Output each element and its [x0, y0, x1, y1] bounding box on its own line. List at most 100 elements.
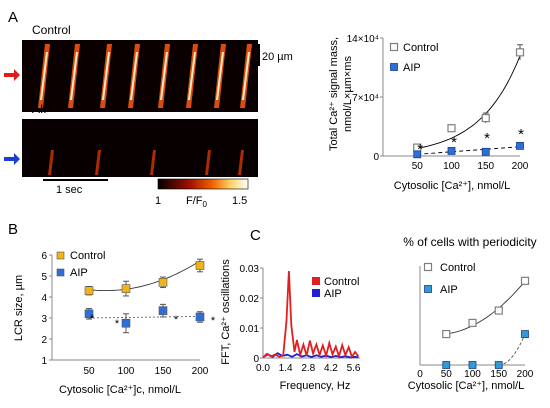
- x-axis-label: Frequency, Hz: [280, 380, 351, 392]
- x-tick-label: 0: [417, 369, 423, 380]
- y-tick-label: 0.01: [240, 324, 260, 335]
- legend-label: AIP: [324, 288, 342, 300]
- legend-marker: [390, 63, 398, 71]
- significance-star: *: [90, 313, 95, 325]
- legend-marker: [424, 285, 432, 293]
- y-tick-label: 6: [41, 251, 47, 262]
- colorbar-max: 1.5: [232, 195, 247, 207]
- trend-line: [498, 333, 526, 366]
- chart-c-left: 0 0.01 0.02 0.03 0.0 1.4 2.8 4.2 5.6 Frequency, H…: [220, 259, 361, 392]
- trend-line: [446, 280, 526, 335]
- time-scale-label: 1 sec: [56, 184, 83, 196]
- control-arrow-icon: [4, 69, 20, 81]
- legend-marker: [423, 262, 433, 272]
- x-tick-label: 100: [443, 161, 460, 172]
- series-control: [442, 276, 530, 339]
- spark-core: [216, 52, 224, 100]
- spark-streak: [48, 150, 54, 175]
- x-tick-label: 0.0: [256, 363, 270, 374]
- x-tick-label: 5.6: [347, 363, 361, 374]
- spark-core: [102, 52, 110, 100]
- x-tick-label: 200: [192, 366, 209, 377]
- data-point: [442, 361, 451, 369]
- series-line-aip: [262, 352, 359, 359]
- data-point: [158, 277, 168, 287]
- y-tick-label: 4: [41, 293, 47, 304]
- x-tick-label: 1.4: [279, 363, 293, 374]
- legend-marker: [312, 289, 320, 297]
- x-axis-label: Cytosolic [Ca²⁺]c, nmol/L: [59, 384, 181, 396]
- data-point: [494, 361, 503, 369]
- colorbar-min: 1: [155, 195, 161, 207]
- legend-marker: [389, 42, 399, 52]
- spark-streak: [205, 150, 211, 175]
- legend: Control AIP: [56, 250, 105, 279]
- x-tick-label: 50: [83, 366, 95, 377]
- chart-title: % of cells with periodicity: [403, 235, 536, 249]
- colorbar: [157, 178, 249, 190]
- legend-label: Control: [70, 250, 105, 262]
- series-control: [84, 258, 205, 297]
- data-point: [84, 309, 94, 319]
- data-point: [121, 284, 131, 293]
- data-point: [442, 329, 451, 339]
- y-tick-label: 5: [41, 272, 47, 283]
- x-tick-label: 150: [155, 366, 172, 377]
- legend-label: Control: [403, 42, 438, 54]
- data-point: [468, 361, 477, 369]
- y-axis-label-line: nmol/L×µm×ms: [342, 55, 354, 132]
- y-tick-label: 0: [373, 152, 379, 163]
- panel-label-a: A: [8, 9, 18, 26]
- y-tick-label: 3: [41, 314, 47, 325]
- data-point: [413, 150, 422, 159]
- x-tick-label: 150: [490, 369, 507, 380]
- aip-sparks: [48, 150, 244, 175]
- y-tick-label: 0: [253, 354, 259, 365]
- x-axis-label: Cytosolic [Ca²⁺], nmol/L: [408, 380, 524, 392]
- y-axis-label-line: Total Ca²⁺ signal mass,: [328, 37, 340, 151]
- spark-streak: [238, 150, 244, 175]
- data-point: [195, 312, 205, 322]
- space-scale-label: 20 µm: [262, 51, 293, 63]
- y-tick-label: 2: [41, 335, 47, 346]
- control-image-label: Control: [32, 23, 71, 37]
- x-tick-label: 200: [512, 161, 529, 172]
- y-tick-label: 0.03: [240, 264, 260, 275]
- data-point: [447, 147, 456, 155]
- spark-core: [188, 52, 196, 100]
- trend-line: [417, 55, 521, 149]
- legend-label: AIP: [70, 267, 88, 279]
- x-tick-label: 4.2: [324, 363, 338, 374]
- data-point: [468, 318, 477, 328]
- spark-core: [160, 52, 168, 100]
- data-point: [195, 261, 205, 270]
- data-point: [494, 306, 503, 315]
- x-tick-label: 50: [412, 161, 424, 172]
- y-tick-label: 0.02: [240, 294, 260, 305]
- panel-label-b: B: [8, 221, 18, 238]
- aip-linescan-image: [22, 119, 258, 177]
- data-point: [481, 113, 490, 123]
- spark-core: [40, 52, 48, 100]
- data-point: [521, 330, 529, 338]
- y-tick-label: 1: [41, 356, 47, 367]
- y-axis-label: FFT, Ca²⁺ oscillations: [220, 259, 232, 365]
- control-sparks: [38, 44, 252, 108]
- series-control: [413, 44, 525, 152]
- chart-b: 1 2 3 4 5 6 50 100 150 200 Cytosolic [Ca²⁺]c, nmol…: [13, 250, 216, 396]
- spark-streak: [95, 150, 101, 175]
- spark-streak: [150, 150, 156, 175]
- spark-core: [242, 52, 250, 100]
- x-tick-label: 2.8: [301, 363, 315, 374]
- trend-line: [88, 260, 201, 292]
- significance-star: *: [211, 315, 216, 327]
- legend-marker: [56, 268, 65, 277]
- series-line-control: [262, 270, 360, 360]
- significance-star: *: [115, 318, 120, 330]
- data-point: [447, 124, 456, 133]
- x-tick-label: 50: [441, 369, 453, 380]
